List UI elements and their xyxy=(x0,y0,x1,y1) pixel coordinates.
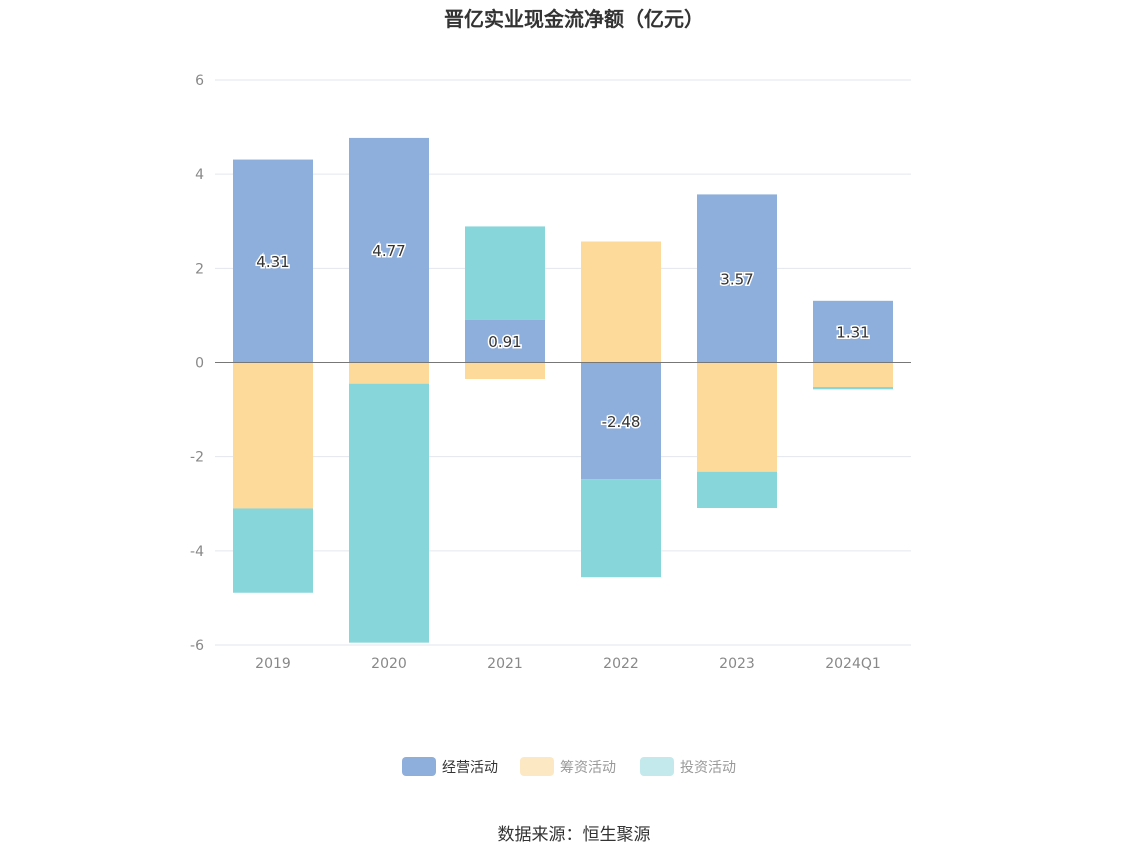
data-labels: 4.31 4.77 0.91 -2.48 3.57 1.31 xyxy=(255,241,871,433)
x-tick-label: 2022 xyxy=(603,656,639,672)
bar-2020-series-0[interactable] xyxy=(349,137,429,363)
bar-2021-series-0[interactable] xyxy=(465,319,545,363)
legend-item-0[interactable]: 经营活动 xyxy=(402,757,498,776)
bar-2023-series-2[interactable] xyxy=(697,471,777,508)
bar-value-label: 4.77 xyxy=(372,242,405,260)
legend-swatch xyxy=(520,757,554,776)
y-tick-label: 6 xyxy=(195,73,204,89)
bar-2022-series-0[interactable] xyxy=(581,362,661,480)
bar-value-label: 1.31 xyxy=(836,324,869,342)
bar-2021-series-2[interactable] xyxy=(465,226,545,320)
bar-value-label: 0.91 xyxy=(488,333,521,351)
bar-2022-series-2[interactable] xyxy=(581,479,661,578)
legend[interactable]: 经营活动 筹资活动 投资活动 xyxy=(402,757,736,776)
legend-swatch xyxy=(402,757,436,776)
y-tick-label: -4 xyxy=(190,544,204,560)
legend-swatch xyxy=(640,757,674,776)
y-tick-label: -6 xyxy=(190,638,204,654)
bar-2022-series-1[interactable] xyxy=(581,241,661,363)
bar-2023-series-0[interactable] xyxy=(697,194,777,363)
bar-2023-series-1[interactable] xyxy=(697,362,777,472)
bar-2024Q1-series-1[interactable] xyxy=(813,362,893,387)
bar-2021-series-1[interactable] xyxy=(465,362,545,379)
data-source: 数据来源：恒生聚源 xyxy=(498,825,651,845)
chart-title: 晋亿实业现金流净额（亿元） xyxy=(444,7,704,31)
bar-value-label: 4.31 xyxy=(256,253,289,271)
legend-item-1[interactable]: 筹资活动 xyxy=(520,757,616,776)
y-tick-label: -2 xyxy=(190,450,204,466)
bars xyxy=(233,137,893,643)
y-tick-label: 0 xyxy=(195,356,204,372)
bar-2019-series-1[interactable] xyxy=(233,362,313,509)
axes: 6 4 2 0 -2 -4 -6 2019 2020 2021 2022 2023 2024Q1 xyxy=(190,73,911,672)
bar-2020-series-1[interactable] xyxy=(349,362,429,384)
x-tick-label: 2019 xyxy=(255,656,291,672)
bar-2019-series-0[interactable] xyxy=(233,159,313,363)
legend-label: 经营活动 xyxy=(442,760,498,776)
legend-label: 筹资活动 xyxy=(560,759,616,776)
bar-2019-series-2[interactable] xyxy=(233,508,313,593)
legend-item-2[interactable]: 投资活动 xyxy=(640,757,736,776)
bar-value-label: -2.48 xyxy=(602,413,641,431)
legend-label: 投资活动 xyxy=(680,760,736,776)
x-tick-label: 2020 xyxy=(371,656,407,672)
x-tick-label: 2024Q1 xyxy=(825,656,881,672)
y-tick-label: 2 xyxy=(195,261,204,277)
bar-2024Q1-series-0[interactable] xyxy=(813,300,893,363)
x-tick-label: 2021 xyxy=(487,656,523,672)
bar-2020-series-2[interactable] xyxy=(349,383,429,643)
bar-value-label: 3.57 xyxy=(720,270,753,288)
bar-2024Q1-series-2[interactable] xyxy=(813,386,893,390)
y-tick-label: 4 xyxy=(195,167,204,183)
x-tick-label: 2023 xyxy=(719,656,755,672)
